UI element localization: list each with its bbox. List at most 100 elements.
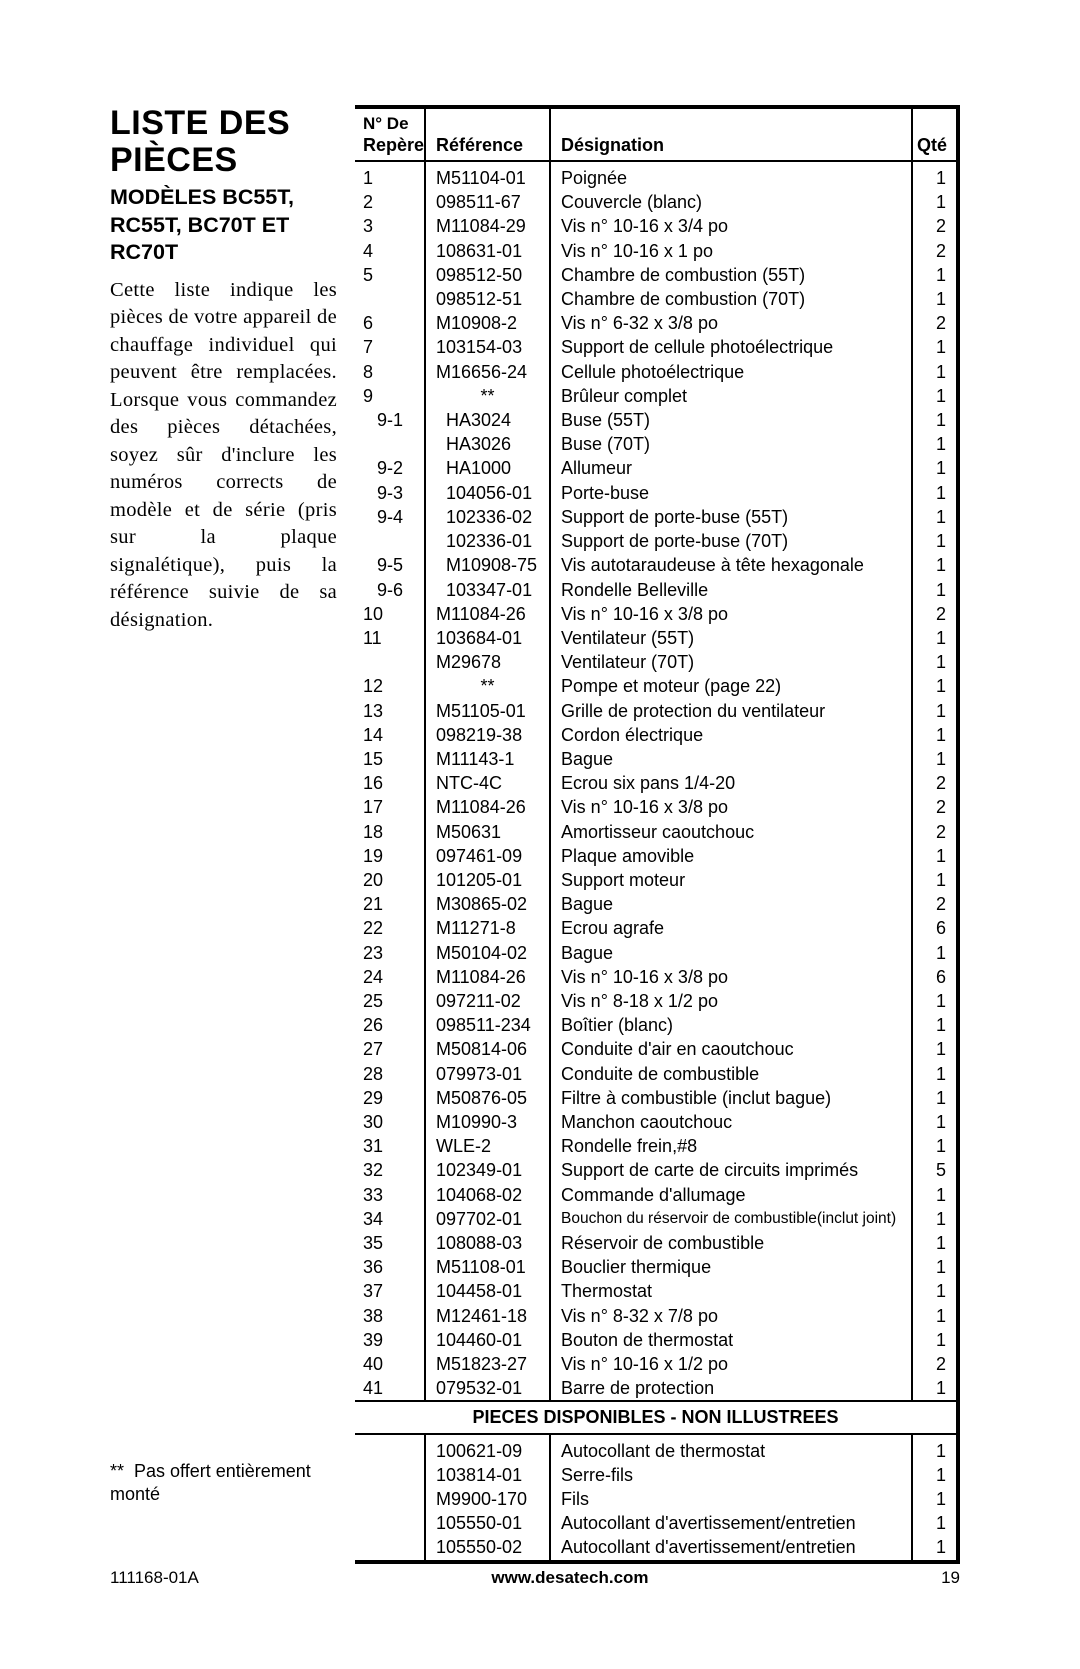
table-row: 32102349-01Support de carte de circuits …: [355, 1158, 958, 1182]
table-row: 25097211-02Vis n° 8-18 x 1/2 po1: [355, 989, 958, 1013]
cell-designation: Buse (55T): [550, 408, 912, 432]
cell-designation: Réservoir de combustible: [550, 1231, 912, 1255]
cell-qty: 1: [912, 1255, 958, 1279]
cell-reference: 101205-01: [425, 868, 550, 892]
table-row: M9900-170Fils1: [355, 1487, 958, 1511]
table-row: 12**Pompe et moteur (page 22)1: [355, 674, 958, 698]
cell-repere: 9-5: [355, 553, 425, 577]
cell-qty: 1: [912, 1434, 958, 1463]
cell-repere: 32: [355, 1158, 425, 1182]
cell-repere: 5: [355, 263, 425, 287]
table-row: 8M16656-24Cellule photoélectrique1: [355, 360, 958, 384]
cell-repere: 37: [355, 1279, 425, 1303]
table-row: 098512-51Chambre de combustion (70T)1: [355, 287, 958, 311]
table-row: 3M11084-29Vis n° 10-16 x 3/4 po2: [355, 214, 958, 238]
cell-repere: 8: [355, 360, 425, 384]
cell-reference: **: [425, 674, 550, 698]
parts-intro-text: Cette liste indique les pièces de votre …: [110, 277, 337, 634]
cell-qty: 1: [912, 1037, 958, 1061]
cell-reference: 098511-234: [425, 1013, 550, 1037]
cell-repere: [355, 650, 425, 674]
cell-designation: Vis n° 10-16 x 3/8 po: [550, 965, 912, 989]
cell-qty: 1: [912, 747, 958, 771]
table-row: 34097702-01Bouchon du réservoir de combu…: [355, 1207, 958, 1231]
cell-designation: Brûleur complet: [550, 384, 912, 408]
cell-designation: Bouchon du réservoir de combustible(incl…: [550, 1207, 912, 1231]
cell-designation: Amortisseur caoutchouc: [550, 820, 912, 844]
cell-repere: 36: [355, 1255, 425, 1279]
cell-qty: 1: [912, 1328, 958, 1352]
cell-repere: 38: [355, 1304, 425, 1328]
cell-repere: 17: [355, 795, 425, 819]
cell-designation: Ecrou six pans 1/4-20: [550, 771, 912, 795]
cell-repere: 18: [355, 820, 425, 844]
cell-repere: 27: [355, 1037, 425, 1061]
cell-designation: Thermostat: [550, 1279, 912, 1303]
cell-repere: 12: [355, 674, 425, 698]
cell-repere: 35: [355, 1231, 425, 1255]
cell-qty: 1: [912, 650, 958, 674]
table-row: 15M11143-1Bague1: [355, 747, 958, 771]
cell-qty: 1: [912, 529, 958, 553]
cell-designation: Poignée: [550, 161, 912, 190]
cell-reference: 103814-01: [425, 1463, 550, 1487]
table-row: 102336-01Support de porte-buse (70T)1: [355, 529, 958, 553]
cell-designation: Support de cellule photoélectrique: [550, 335, 912, 359]
table-row: 9-1HA3024Buse (55T)1: [355, 408, 958, 432]
cell-reference: 098512-51: [425, 287, 550, 311]
table-row: 2098511-67Couvercle (blanc)1: [355, 190, 958, 214]
cell-qty: 1: [912, 674, 958, 698]
cell-repere: 39: [355, 1328, 425, 1352]
cell-reference: M10908-2: [425, 311, 550, 335]
table-row: 105550-02Autocollant d'avertissement/ent…: [355, 1535, 958, 1561]
cell-qty: 1: [912, 1463, 958, 1487]
cell-reference: 105550-02: [425, 1535, 550, 1561]
cell-designation: Ecrou agrafe: [550, 916, 912, 940]
table-row: 9-4102336-02Support de porte-buse (55T)1: [355, 505, 958, 529]
models-subtitle: MODÈLES BC55T, RC55T, BC70T ET RC70T: [110, 184, 337, 267]
cell-qty: 2: [912, 795, 958, 819]
cell-reference: M9900-170: [425, 1487, 550, 1511]
table-row: 21M30865-02Bague2: [355, 892, 958, 916]
cell-qty: 1: [912, 161, 958, 190]
cell-qty: 2: [912, 1352, 958, 1376]
cell-qty: 2: [912, 214, 958, 238]
cell-designation: Plaque amovible: [550, 844, 912, 868]
cell-repere: 24: [355, 965, 425, 989]
cell-repere: [355, 1487, 425, 1511]
cell-repere: 16: [355, 771, 425, 795]
table-row: 28079973-01Conduite de combustible1: [355, 1062, 958, 1086]
cell-repere: 21: [355, 892, 425, 916]
cell-reference: WLE-2: [425, 1134, 550, 1158]
cell-reference: M11084-26: [425, 795, 550, 819]
cell-designation: Serre-fils: [550, 1463, 912, 1487]
cell-qty: 6: [912, 916, 958, 940]
cell-repere: 28: [355, 1062, 425, 1086]
table-row: 27M50814-06Conduite d'air en caoutchouc1: [355, 1037, 958, 1061]
table-row: 31WLE-2Rondelle frein,#81: [355, 1134, 958, 1158]
cell-repere: 19: [355, 844, 425, 868]
table-row: 38M12461-18Vis n° 8-32 x 7/8 po1: [355, 1304, 958, 1328]
cell-qty: 1: [912, 1110, 958, 1134]
cell-designation: Couvercle (blanc): [550, 190, 912, 214]
cell-qty: 1: [912, 335, 958, 359]
table-row: 17M11084-26Vis n° 10-16 x 3/8 po2: [355, 795, 958, 819]
cell-repere: [355, 1463, 425, 1487]
cell-reference: 104458-01: [425, 1279, 550, 1303]
cell-repere: 22: [355, 916, 425, 940]
cell-repere: 33: [355, 1183, 425, 1207]
col-header-reference: Référence: [425, 107, 550, 161]
table-row: 16NTC-4CEcrou six pans 1/4-202: [355, 771, 958, 795]
cell-designation: Fils: [550, 1487, 912, 1511]
cell-repere: 7: [355, 335, 425, 359]
cell-qty: 1: [912, 456, 958, 480]
cell-designation: Manchon caoutchouc: [550, 1110, 912, 1134]
cell-designation: Support moteur: [550, 868, 912, 892]
table-section-header: PIECES DISPONIBLES - NON ILLUSTREES: [355, 1401, 958, 1433]
cell-designation: Bouclier thermique: [550, 1255, 912, 1279]
table-row: 24M11084-26Vis n° 10-16 x 3/8 po6: [355, 965, 958, 989]
cell-repere: 34: [355, 1207, 425, 1231]
cell-repere: [355, 287, 425, 311]
cell-qty: 1: [912, 1279, 958, 1303]
cell-qty: 1: [912, 868, 958, 892]
